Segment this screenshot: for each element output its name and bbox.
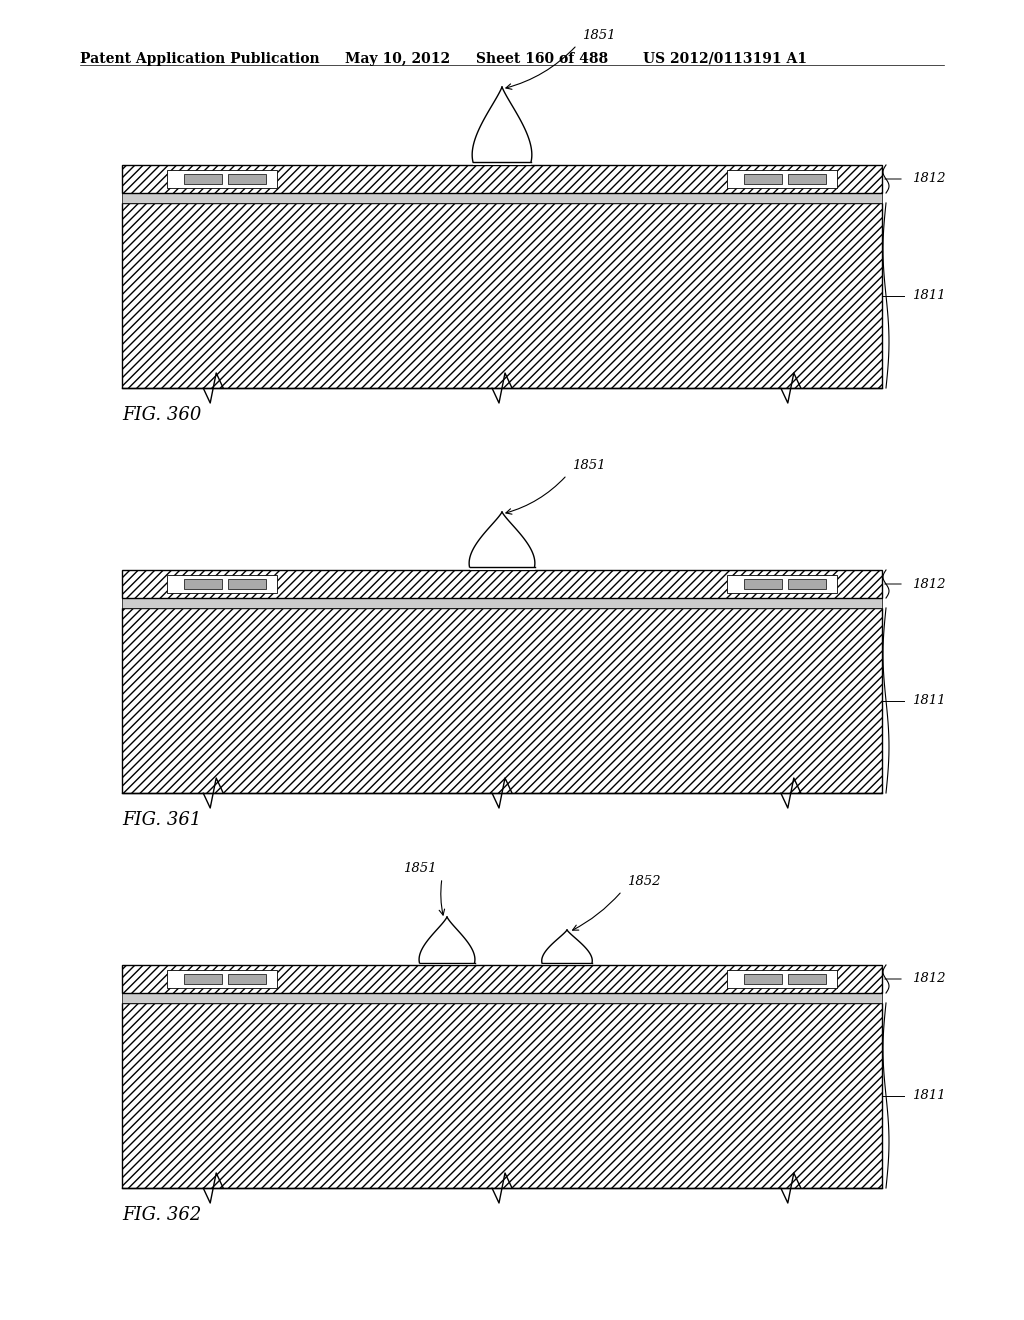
Text: 1811: 1811 [912, 1089, 945, 1102]
Text: US 2012/0113191 A1: US 2012/0113191 A1 [643, 51, 807, 66]
Bar [420, 964, 474, 965]
Text: Sheet 160 of 488: Sheet 160 of 488 [476, 51, 608, 66]
Text: Patent Application Publication: Patent Application Publication [80, 51, 319, 66]
Bar [122, 193, 882, 203]
Text: 1812: 1812 [912, 973, 945, 986]
Bar [167, 970, 278, 989]
Bar [122, 965, 882, 993]
Bar [122, 1003, 882, 1188]
Bar [122, 609, 882, 793]
Bar [167, 170, 278, 187]
Bar [787, 579, 826, 589]
Text: 1811: 1811 [912, 694, 945, 708]
Text: 1852: 1852 [627, 875, 660, 888]
Bar [183, 974, 222, 983]
Bar [227, 579, 266, 589]
Text: 1811: 1811 [912, 289, 945, 302]
Bar [787, 974, 826, 983]
Text: 1812: 1812 [912, 173, 945, 186]
Polygon shape [472, 87, 531, 162]
Bar [542, 964, 592, 965]
Polygon shape [419, 917, 475, 964]
Bar [727, 970, 837, 989]
Bar [122, 993, 882, 1003]
Bar [787, 174, 826, 183]
Bar [227, 974, 266, 983]
Bar [122, 570, 882, 598]
Polygon shape [469, 512, 535, 568]
Polygon shape [542, 931, 592, 964]
Text: FIG. 361: FIG. 361 [122, 810, 202, 829]
Bar [183, 174, 222, 183]
Bar [727, 170, 837, 187]
Bar [122, 165, 882, 193]
Text: 1851: 1851 [403, 862, 437, 875]
Text: 1812: 1812 [912, 578, 945, 590]
Bar [167, 576, 278, 593]
Bar [727, 576, 837, 593]
Text: 1851: 1851 [572, 459, 605, 473]
Bar [743, 579, 782, 589]
Bar [122, 203, 882, 388]
Text: May 10, 2012: May 10, 2012 [345, 51, 451, 66]
Text: FIG. 360: FIG. 360 [122, 407, 202, 424]
Bar [183, 579, 222, 589]
Bar [227, 174, 266, 183]
Bar [743, 174, 782, 183]
Text: 1851: 1851 [582, 29, 615, 42]
Bar [469, 568, 535, 570]
Text: FIG. 362: FIG. 362 [122, 1206, 202, 1224]
Bar [743, 974, 782, 983]
Bar [122, 598, 882, 609]
Bar [473, 162, 531, 165]
